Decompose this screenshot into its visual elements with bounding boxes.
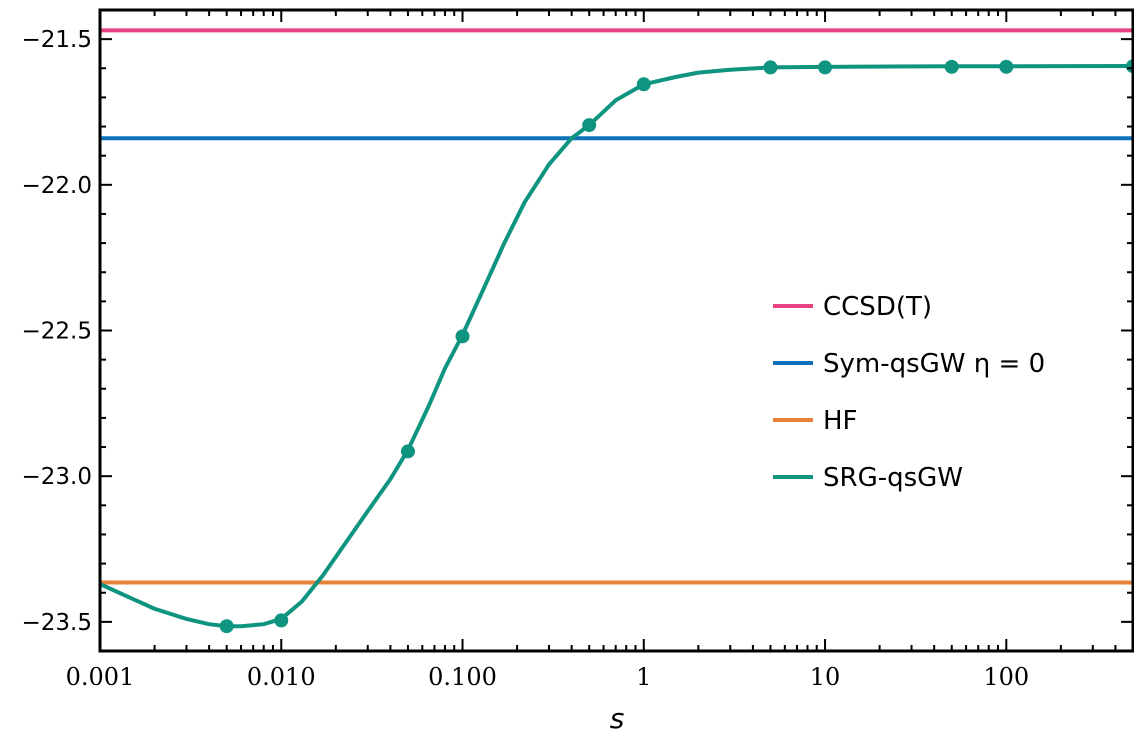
x-tick-label: 0.100 — [428, 663, 497, 691]
data-point-srg-qsgw — [636, 77, 651, 92]
x-tick-label: 1 — [636, 663, 651, 691]
series-line-srg-qsgw — [100, 63, 1133, 629]
data-point-srg-qsgw — [999, 59, 1014, 74]
y-tick-label: −23.5 — [22, 610, 92, 636]
data-point-srg-qsgw — [219, 619, 234, 634]
series-points — [219, 59, 1134, 634]
data-point-srg-qsgw — [944, 59, 959, 74]
y-tick-label: −23.0 — [22, 464, 92, 490]
legend-label-sym-qsgw-0: Sym-qsGW η = 0 — [823, 349, 1045, 379]
y-tick-label: −22.0 — [22, 173, 92, 199]
series-curves — [100, 63, 1133, 629]
data-point-srg-qsgw — [818, 60, 833, 75]
y-tick-label: −21.5 — [22, 27, 92, 53]
legend-label-srg-qsgw: SRG-qsGW — [823, 463, 963, 493]
legend-label-hf: HF — [823, 406, 858, 436]
data-point-srg-qsgw — [763, 60, 778, 75]
data-point-srg-qsgw — [400, 444, 415, 459]
plot-frame — [98, 8, 1134, 653]
x-tick-labels: 0.001 0.010 0.100 1 10 100 — [66, 663, 1030, 691]
data-point-srg-qsgw — [274, 613, 289, 628]
legend-label-ccsd-t: CCSD(T) — [823, 292, 932, 322]
x-tick-label: 0.010 — [247, 663, 316, 691]
y-tick-labels: −21.5 −22.0 −22.5 −23.0 −23.5 — [22, 27, 92, 636]
x-tick-label: 100 — [983, 663, 1029, 691]
reference-lines — [100, 28, 1133, 585]
data-point-srg-qsgw — [582, 118, 597, 133]
x-tick-label: 10 — [810, 663, 841, 691]
data-point-srg-qsgw — [455, 329, 470, 344]
y-tick-label: −22.5 — [22, 319, 92, 345]
x-tick-label: 0.001 — [66, 663, 135, 691]
axes — [98, 8, 1134, 653]
legend: CCSD(T) Sym-qsGW η = 0 HF SRG-qsGW — [773, 292, 1045, 493]
x-axis-label: s — [610, 702, 625, 735]
